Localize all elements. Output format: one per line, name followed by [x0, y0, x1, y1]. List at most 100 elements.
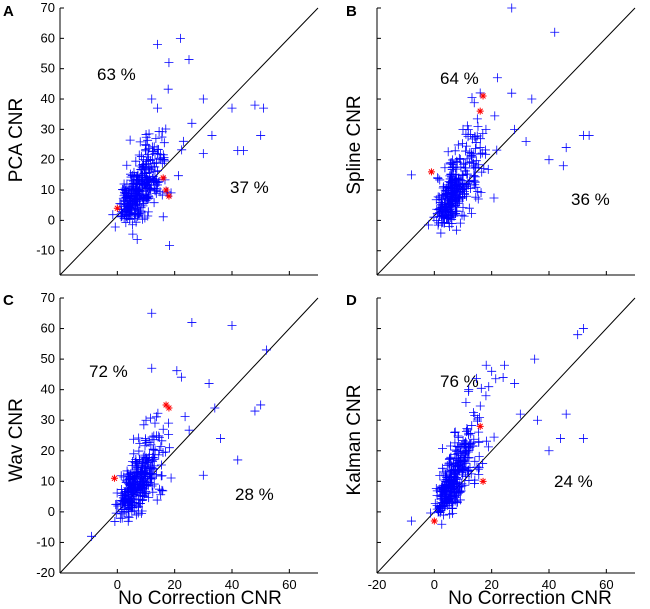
highlight-point-c	[110, 474, 118, 482]
data-point-c	[147, 452, 157, 462]
panel-letter-a: A	[3, 3, 14, 20]
data-point-d	[470, 475, 480, 485]
data-point-c	[133, 463, 143, 473]
data-point-c	[146, 440, 156, 450]
data-point-a	[136, 203, 146, 213]
data-point-c	[158, 424, 168, 434]
xtick-label-d: 20	[484, 577, 498, 592]
data-point-c	[139, 490, 149, 500]
data-point-d	[481, 360, 491, 370]
data-point-c	[141, 436, 151, 446]
identity-line-d	[376, 297, 636, 574]
ytick-label-a: 30	[41, 121, 55, 136]
data-point-c	[180, 412, 190, 422]
data-point-b	[470, 172, 480, 182]
data-point-b	[473, 194, 483, 204]
data-point-b	[521, 137, 531, 146]
highlight-point-c	[165, 404, 173, 412]
data-point-a	[143, 211, 153, 221]
data-point-a	[127, 170, 137, 180]
data-point-b	[465, 176, 475, 186]
data-point-d	[578, 434, 588, 444]
data-point-c	[120, 497, 130, 507]
data-point-d	[461, 397, 471, 407]
data-point-d	[439, 467, 449, 477]
data-point-a	[161, 124, 171, 134]
data-point-b	[481, 124, 491, 134]
data-point-c	[149, 479, 159, 489]
ytick-label-a: 10	[41, 182, 55, 197]
data-point-b	[451, 208, 461, 218]
data-point-b	[459, 189, 469, 199]
data-point-d	[491, 374, 501, 384]
data-point-b	[439, 217, 449, 227]
pct-lower-b: 36 %	[571, 190, 610, 209]
data-point-c	[156, 442, 166, 452]
data-point-d	[461, 471, 471, 481]
xtick-label-c: 0	[114, 577, 121, 592]
ytick-label-a: -10	[36, 243, 55, 258]
pct-lower-d: 24 %	[554, 472, 593, 491]
data-point-b	[452, 157, 462, 167]
data-point-c	[116, 471, 126, 481]
data-point-b	[466, 149, 476, 159]
data-point-b	[459, 211, 469, 221]
data-point-a	[128, 220, 138, 230]
data-point-d	[447, 504, 457, 514]
panel-letter-c: C	[3, 292, 14, 309]
data-point-a	[130, 171, 140, 181]
data-point-c	[250, 406, 260, 416]
data-point-c	[198, 470, 208, 480]
data-point-d	[466, 429, 476, 439]
panel-d: D Kalman CNR 76 % 24 % -20 0 20 40 60	[344, 292, 636, 592]
highlight-point-c	[162, 401, 170, 409]
data-point-b	[465, 148, 475, 158]
data-point-c	[152, 495, 162, 505]
data-point-c	[129, 434, 139, 444]
data-point-d	[406, 516, 416, 526]
data-point-b	[507, 3, 517, 13]
data-point-d	[450, 428, 460, 438]
data-point-d	[475, 412, 485, 422]
data-point-c	[117, 485, 127, 495]
ylabel-d: Kalman CNR	[344, 385, 365, 496]
highlight-point-b	[476, 107, 484, 115]
data-point-a	[108, 210, 118, 220]
ytick-label-a: 50	[41, 61, 55, 76]
data-point-a	[159, 138, 169, 148]
data-point-a	[129, 197, 139, 207]
pct-upper-b: 64 %	[440, 69, 479, 88]
data-point-c	[124, 513, 134, 523]
data-point-b	[561, 143, 571, 153]
data-point-c	[145, 462, 155, 472]
highlight-point-d	[430, 517, 438, 525]
ytick-label-c: 30	[41, 412, 55, 427]
xtick-label-d: 40	[542, 577, 556, 592]
data-point-a	[152, 180, 162, 190]
data-point-d	[437, 519, 447, 529]
data-point-d	[460, 480, 470, 490]
data-point-a	[152, 175, 162, 185]
data-point-b	[457, 210, 467, 220]
data-point-a	[146, 185, 156, 195]
data-point-c	[121, 477, 131, 487]
data-point-a	[118, 208, 128, 218]
data-point-d	[430, 498, 440, 508]
data-point-d	[431, 484, 441, 494]
data-point-d	[515, 409, 525, 419]
highlight-point-a	[159, 174, 167, 182]
data-point-c	[147, 363, 157, 373]
ytick-label-c: 20	[41, 443, 55, 458]
data-point-b	[471, 156, 481, 166]
data-point-d	[474, 427, 484, 437]
ytick-label-c: -20	[36, 565, 55, 580]
data-point-b	[439, 182, 449, 192]
pct-upper-a: 63 %	[97, 65, 136, 84]
data-point-d	[482, 436, 492, 446]
data-point-c	[160, 447, 170, 457]
data-point-d	[435, 470, 445, 480]
data-point-c	[146, 413, 156, 423]
data-point-b	[455, 188, 465, 198]
data-point-a	[150, 162, 160, 172]
data-point-d	[464, 465, 474, 475]
